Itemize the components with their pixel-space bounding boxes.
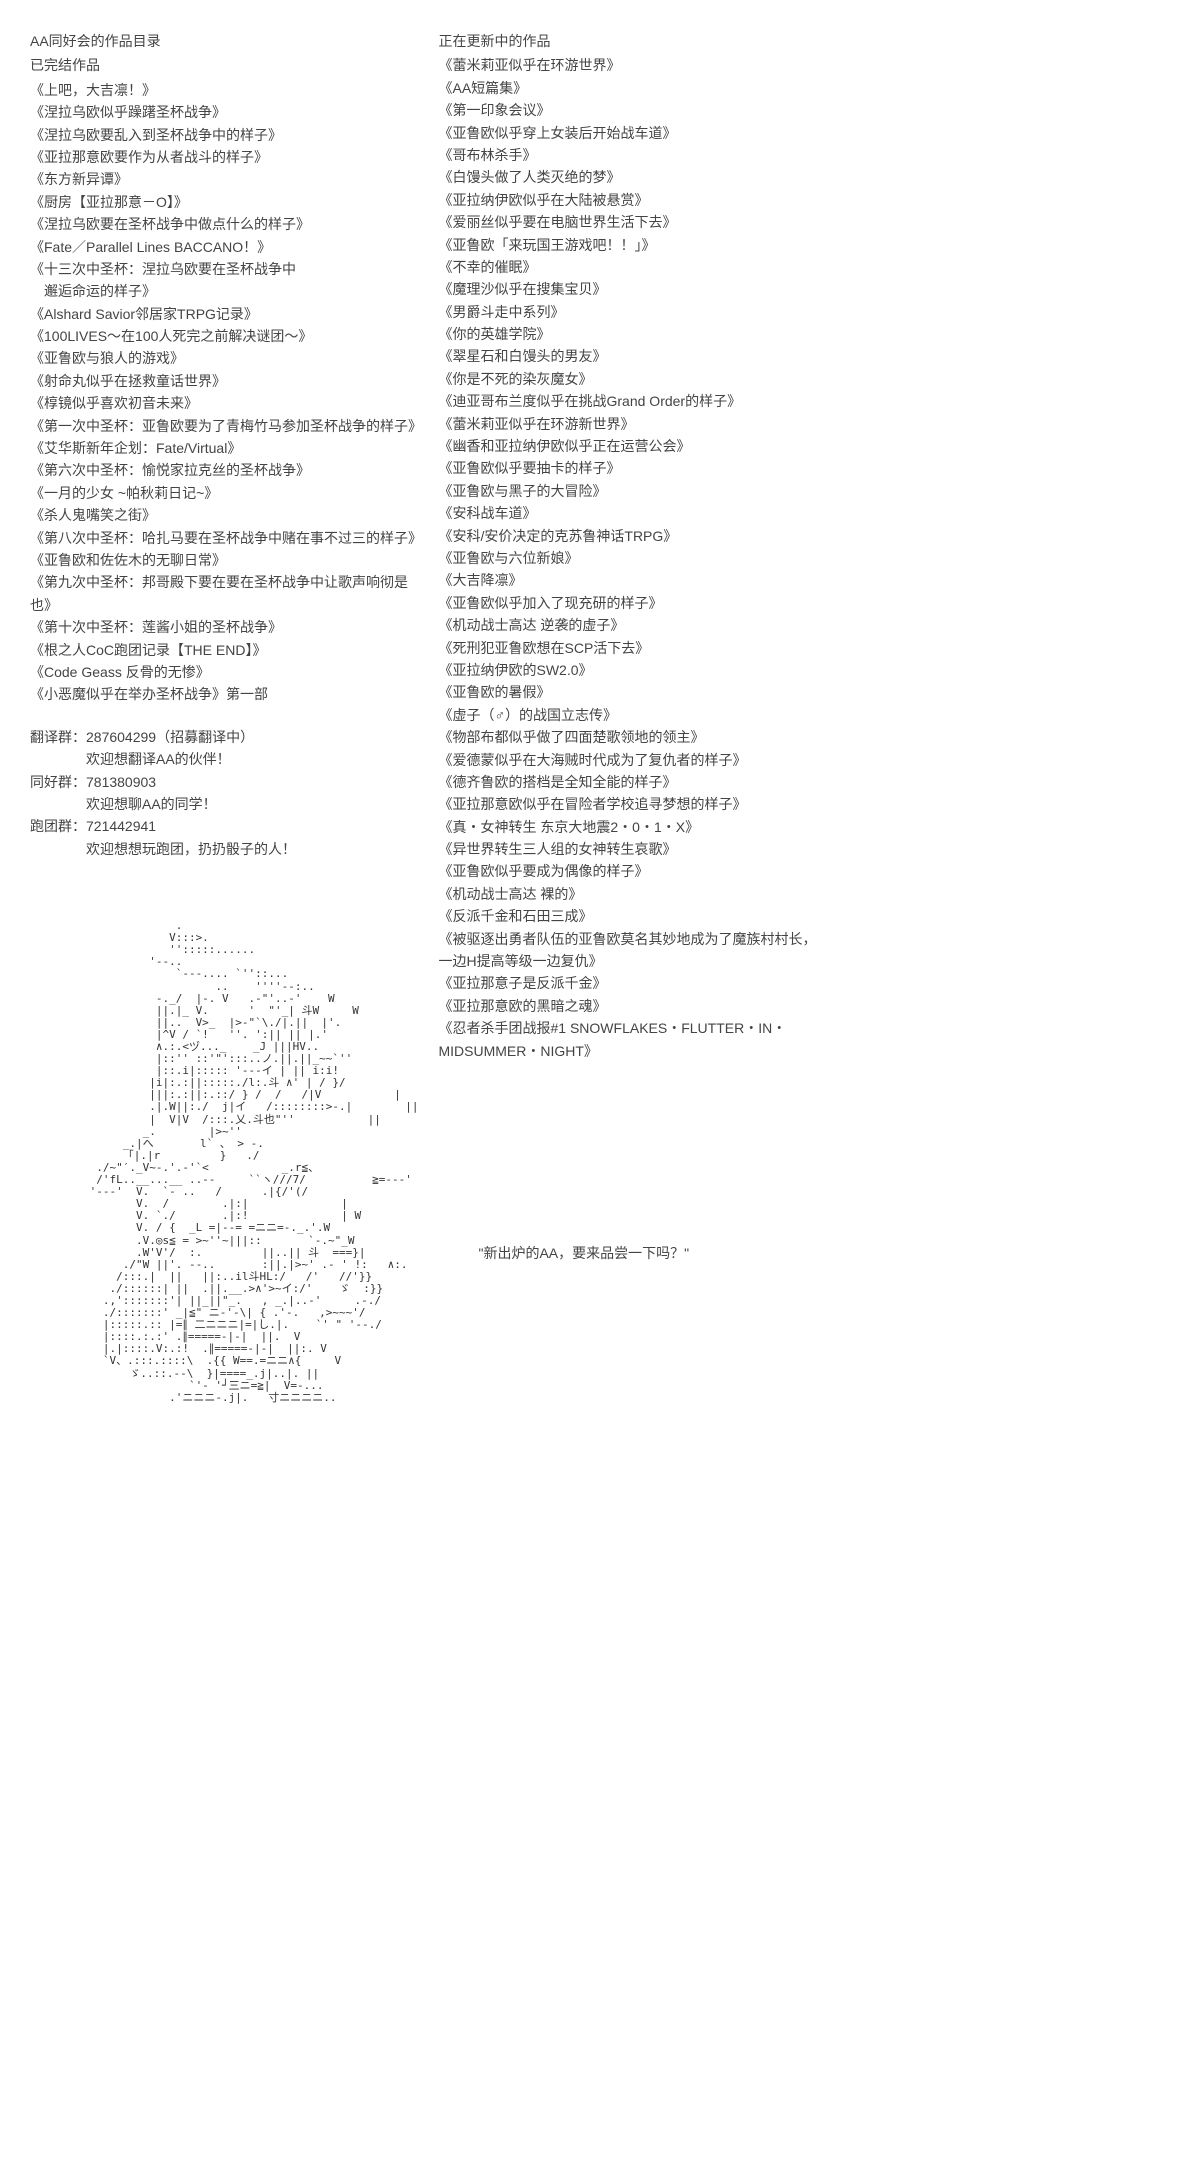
work-item: 《根之人CoC跑团记录【THE END】》 [30,639,419,661]
work-item: 《涅拉乌欧要在圣杯战争中做点什么的样子》 [30,213,419,235]
work-item: 《一月的少女 ~帕秋莉日记~》 [30,482,419,504]
work-item: 《安科战车道》 [439,502,819,524]
work-item: 《东方新异谭》 [30,168,419,190]
work-item: 一边H提高等级一边复仇》 [439,950,819,972]
work-item: MIDSUMMER・NIGHT》 [439,1040,819,1062]
work-item: 《大吉降凛》 [439,569,819,591]
work-item: 《Code Geass 反骨的无惨》 [30,661,419,683]
work-item: 《真・女神转生 东京大地震2・0・1・X》 [439,816,819,838]
updating-works-list: 《蕾米莉亚似乎在环游世界》《AA短篇集》《第一印象会议》《亚鲁欧似乎穿上女装后开… [439,54,819,1062]
work-item: 《爱丽丝似乎要在电脑世界生活下去》 [439,211,819,233]
work-item: 《上吧，大吉凛！》 [30,79,419,101]
work-item: 《反派千金和石田三成》 [439,905,819,927]
work-item: 《亚鲁欧似乎穿上女装后开始战车道》 [439,122,819,144]
work-item: 《Alshard Savior邻居家TRPG记录》 [30,303,419,325]
work-item: 《物部布都似乎做了四面楚歌领地的领主》 [439,726,819,748]
work-item: 《椁镜似乎喜欢初音未来》 [30,392,419,414]
work-item: 《蕾米莉亚似乎在环游世界》 [439,54,819,76]
work-item: 《亚鲁欧「来玩国王游戏吧！！」》 [439,234,819,256]
work-item: 《机动战士高达 逆袭的虚子》 [439,614,819,636]
work-item: 《第一次中圣杯：亚鲁欧要为了青梅竹马参加圣杯战争的样子》 [30,415,419,437]
group-info: 翻译群：287604299（招募翻译中）欢迎想翻译AA的伙伴！同好群：78138… [30,726,419,860]
work-item: 《白馒头做了人类灭绝的梦》 [439,166,819,188]
work-item: 《第八次中圣杯：哈扎马要在圣杯战争中赌在事不过三的样子》 [30,527,419,549]
work-item: 《涅拉乌欧似乎躁躇圣杯战争》 [30,101,419,123]
work-item: 《你是不死的染灰魔女》 [439,368,819,390]
work-item: 《幽香和亚拉纳伊欧似乎正在运营公会》 [439,435,819,457]
work-item: 《德齐鲁欧的搭档是全知全能的样子》 [439,771,819,793]
work-item: 《亚鲁欧与黑子的大冒险》 [439,480,819,502]
work-item: 邂逅命运的样子》 [30,280,419,302]
work-item: 《虚子（♂）的战国立志传》 [439,704,819,726]
work-item: 《忍者杀手团战报#1 SNOWFLAKES・FLUTTER・IN・ [439,1017,819,1039]
right-column: 正在更新中的作品 《蕾米莉亚似乎在环游世界》《AA短篇集》《第一印象会议》《亚鲁… [439,30,819,1404]
work-item: 《第九次中圣杯：邦哥殿下要在要在圣杯战争中让歌声响彻是也》 [30,571,419,616]
left-column: AA同好会的作品目录 已完结作品 《上吧，大吉凛！》《涅拉乌欧似乎躁躇圣杯战争》… [30,30,419,1404]
work-item: 《翠星石和白馒头的男友》 [439,345,819,367]
group-label: 跑团群：721442941 [30,815,419,837]
work-item: 《涅拉乌欧要乱入到圣杯战争中的样子》 [30,124,419,146]
work-item: 《亚鲁欧与狼人的游戏》 [30,347,419,369]
work-item: 《第六次中圣杯：愉悦家拉克丝的圣杯战争》 [30,459,419,481]
work-item: 《蕾米莉亚似乎在环游新世界》 [439,413,819,435]
work-item: 《艾华斯新年企划：Fate/Virtual》 [30,437,419,459]
work-item: 《被驱逐出勇者队伍的亚鲁欧莫名其妙地成为了魔族村村长， [439,928,819,950]
ascii-art: . V:::>. '':::::...... '--.. `---.... `'… [30,920,419,1404]
work-item: 《亚鲁欧似乎要成为偶像的样子》 [439,860,819,882]
work-item: 《死刑犯亚鲁欧想在SCP活下去》 [439,637,819,659]
group-desc: 欢迎想翻译AA的伙伴！ [30,748,419,770]
quote-text: "新出炉的AA，要来品尝一下吗？" [439,1242,819,1264]
work-item: 《你的英雄学院》 [439,323,819,345]
work-item: 《亚鲁欧的暑假》 [439,681,819,703]
group-label: 同好群：781380903 [30,771,419,793]
work-item: 《亚拉纳伊欧似乎在大陆被悬赏》 [439,189,819,211]
work-item: 《Fate／Parallel Lines BACCANO！》 [30,236,419,258]
work-item: 《爱德蒙似乎在大海贼时代成为了复仇者的样子》 [439,749,819,771]
group-desc: 欢迎想聊AA的同学！ [30,793,419,815]
work-item: 《安科/安价决定的克苏鲁神话TRPG》 [439,525,819,547]
work-item: 《杀人鬼嘴笑之街》 [30,504,419,526]
work-item: 《AA短篇集》 [439,77,819,99]
main-title: AA同好会的作品目录 [30,30,419,52]
work-item: 《魔理沙似乎在搜集宝贝》 [439,278,819,300]
work-item: 《亚拉那意欧似乎在冒险者学校追寻梦想的样子》 [439,793,819,815]
work-item: 《第十次中圣杯：莲酱小姐的圣杯战争》 [30,616,419,638]
work-item: 《迪亚哥布兰度似乎在挑战Grand Order的样子》 [439,390,819,412]
work-item: 《亚拉那意欧要作为从者战斗的样子》 [30,146,419,168]
updating-title: 正在更新中的作品 [439,30,819,52]
work-item: 《机动战士高达 裸的》 [439,883,819,905]
work-item: 《男爵斗走中系列》 [439,301,819,323]
completed-works-list: 《上吧，大吉凛！》《涅拉乌欧似乎躁躇圣杯战争》《涅拉乌欧要乱入到圣杯战争中的样子… [30,79,419,706]
work-item: 《100LIVES～在100人死完之前解决谜团～》 [30,325,419,347]
work-item: 《亚鲁欧和佐佐木的无聊日常》 [30,549,419,571]
work-item: 《厨房【亚拉那意－O】》 [30,191,419,213]
completed-title: 已完结作品 [30,54,419,76]
work-item: 《不幸的催眠》 [439,256,819,278]
work-item: 《哥布林杀手》 [439,144,819,166]
work-item: 《十三次中圣杯：涅拉乌欧要在圣杯战争中 [30,258,419,280]
work-item: 《第一印象会议》 [439,99,819,121]
work-item: 《亚拉那意欧的黑暗之魂》 [439,995,819,1017]
group-label: 翻译群：287604299（招募翻译中） [30,726,419,748]
work-item: 《亚鲁欧似乎加入了现充研的样子》 [439,592,819,614]
work-item: 《小恶魔似乎在举办圣杯战争》第一部 [30,683,419,705]
work-item: 《亚鲁欧似乎要抽卡的样子》 [439,457,819,479]
work-item: 《异世界转生三人组的女神转生哀歌》 [439,838,819,860]
work-item: 《射命丸似乎在拯救童话世界》 [30,370,419,392]
work-item: 《亚鲁欧与六位新娘》 [439,547,819,569]
work-item: 《亚拉纳伊欧的SW2.0》 [439,659,819,681]
group-desc: 欢迎想想玩跑团，扔扔骰子的人！ [30,838,419,860]
work-item: 《亚拉那意子是反派千金》 [439,972,819,994]
